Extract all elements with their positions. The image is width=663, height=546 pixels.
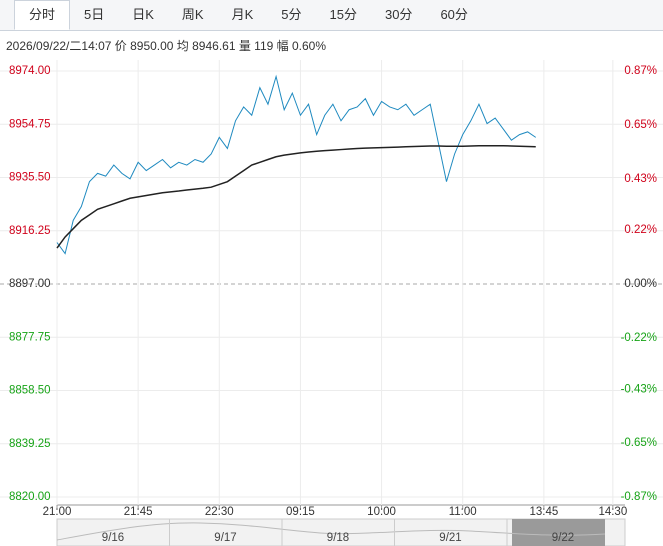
navigator-date: 9/22 xyxy=(552,532,574,544)
navigator-date: 9/21 xyxy=(439,532,461,544)
x-tick-label: 09:15 xyxy=(286,506,315,518)
y2-tick-label: 0.22% xyxy=(624,224,657,236)
tab[interactable]: 5分 xyxy=(281,7,302,22)
tab[interactable]: 周K xyxy=(181,7,204,22)
tab[interactable]: 15分 xyxy=(329,7,357,22)
x-tick-label: 14:30 xyxy=(598,506,627,518)
info-line: 2026/09/22/二14:07 价 8950.00 均 8946.61 量 … xyxy=(6,39,327,53)
y-tick-label: 8877.75 xyxy=(9,331,51,343)
y2-tick-label: -0.43% xyxy=(621,383,657,395)
y2-tick-label: 0.00% xyxy=(624,278,657,290)
navigator-line xyxy=(56,522,606,541)
x-tick-label: 10:00 xyxy=(367,506,396,518)
y2-tick-label: 0.65% xyxy=(624,119,657,131)
tab[interactable]: 日K xyxy=(132,7,154,22)
y-tick-label: 8839.25 xyxy=(9,438,51,450)
y-tick-label: 8935.50 xyxy=(9,172,51,184)
x-tick-label: 21:00 xyxy=(43,506,72,518)
y-tick-label: 8820.00 xyxy=(9,491,51,503)
tab[interactable]: 分时 xyxy=(14,0,71,30)
x-tick-label: 13:45 xyxy=(529,506,558,518)
y-tick-label: 8974.00 xyxy=(9,65,51,77)
price-line xyxy=(56,144,536,249)
y-tick-label: 8897.00 xyxy=(9,278,51,290)
y2-tick-label: 0.43% xyxy=(624,173,657,185)
x-tick-label: 22:30 xyxy=(205,506,234,518)
y2-tick-label: 0.87% xyxy=(624,65,657,77)
y-tick-label: 8954.75 xyxy=(9,118,51,130)
tab[interactable]: 5日 xyxy=(84,7,105,22)
price-line xyxy=(56,74,537,255)
tab-bar: 分时 5日 日K 周K 月K 5分 15分 30分 60分 xyxy=(0,0,663,31)
y2-tick-label: -0.87% xyxy=(621,491,657,503)
navigator-date: 9/17 xyxy=(214,532,236,544)
navigator-selection xyxy=(512,519,605,546)
y-tick-label: 8858.50 xyxy=(9,385,51,397)
navigator-date: 9/18 xyxy=(327,532,349,544)
tab[interactable]: 30分 xyxy=(384,7,413,22)
x-tick-label: 21:45 xyxy=(124,506,153,518)
navigator-date: 9/16 xyxy=(102,532,124,544)
x-tick-label: 11:00 xyxy=(449,506,477,518)
tab[interactable]: 60分 xyxy=(440,7,468,22)
y2-tick-label: -0.65% xyxy=(621,437,657,449)
tab[interactable]: 月K xyxy=(231,7,254,22)
y2-tick-label: -0.22% xyxy=(621,332,657,344)
y-tick-label: 8916.25 xyxy=(9,225,51,237)
